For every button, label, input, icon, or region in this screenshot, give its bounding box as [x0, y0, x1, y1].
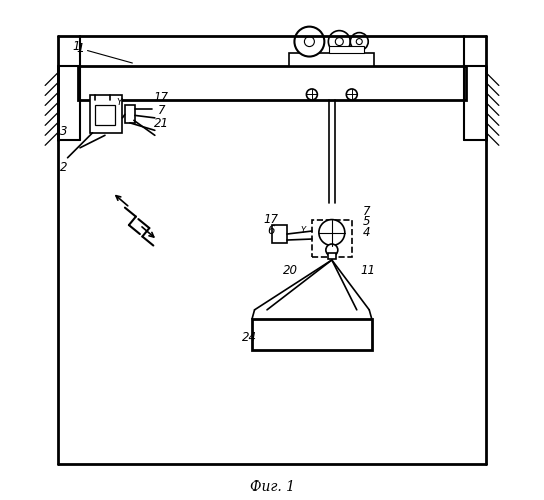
Bar: [95, 106, 115, 126]
Text: 24: 24: [242, 331, 257, 344]
Text: 20: 20: [283, 264, 299, 278]
Circle shape: [319, 220, 345, 246]
Text: 7: 7: [363, 204, 370, 218]
Bar: [125, 106, 135, 123]
Text: 5: 5: [363, 215, 370, 228]
Text: 4: 4: [363, 226, 370, 239]
Text: 6: 6: [267, 224, 275, 236]
Bar: [289, 53, 374, 66]
Text: 17: 17: [154, 92, 169, 104]
Bar: [312, 220, 352, 258]
Bar: [78, 66, 466, 100]
Text: 1: 1: [76, 42, 84, 54]
Circle shape: [329, 30, 350, 52]
Text: 17: 17: [263, 212, 279, 226]
Circle shape: [306, 89, 317, 100]
Text: 11: 11: [360, 264, 375, 278]
Text: Y: Y: [300, 226, 306, 234]
Circle shape: [326, 244, 338, 256]
Text: 2: 2: [60, 161, 67, 174]
Bar: [272, 225, 287, 242]
Bar: [252, 319, 372, 350]
Bar: [329, 46, 364, 53]
Text: Фиг. 1: Фиг. 1: [250, 480, 294, 494]
Text: 7: 7: [158, 104, 165, 117]
Bar: [328, 253, 336, 259]
Bar: [90, 96, 122, 133]
Text: Y: Y: [116, 98, 122, 108]
Text: 21: 21: [154, 118, 169, 130]
Circle shape: [347, 89, 357, 100]
Text: 3: 3: [60, 126, 67, 138]
Text: 1: 1: [73, 40, 81, 53]
Circle shape: [356, 38, 362, 44]
Circle shape: [335, 38, 343, 46]
Circle shape: [350, 32, 368, 50]
Circle shape: [294, 26, 324, 56]
Circle shape: [305, 36, 314, 46]
